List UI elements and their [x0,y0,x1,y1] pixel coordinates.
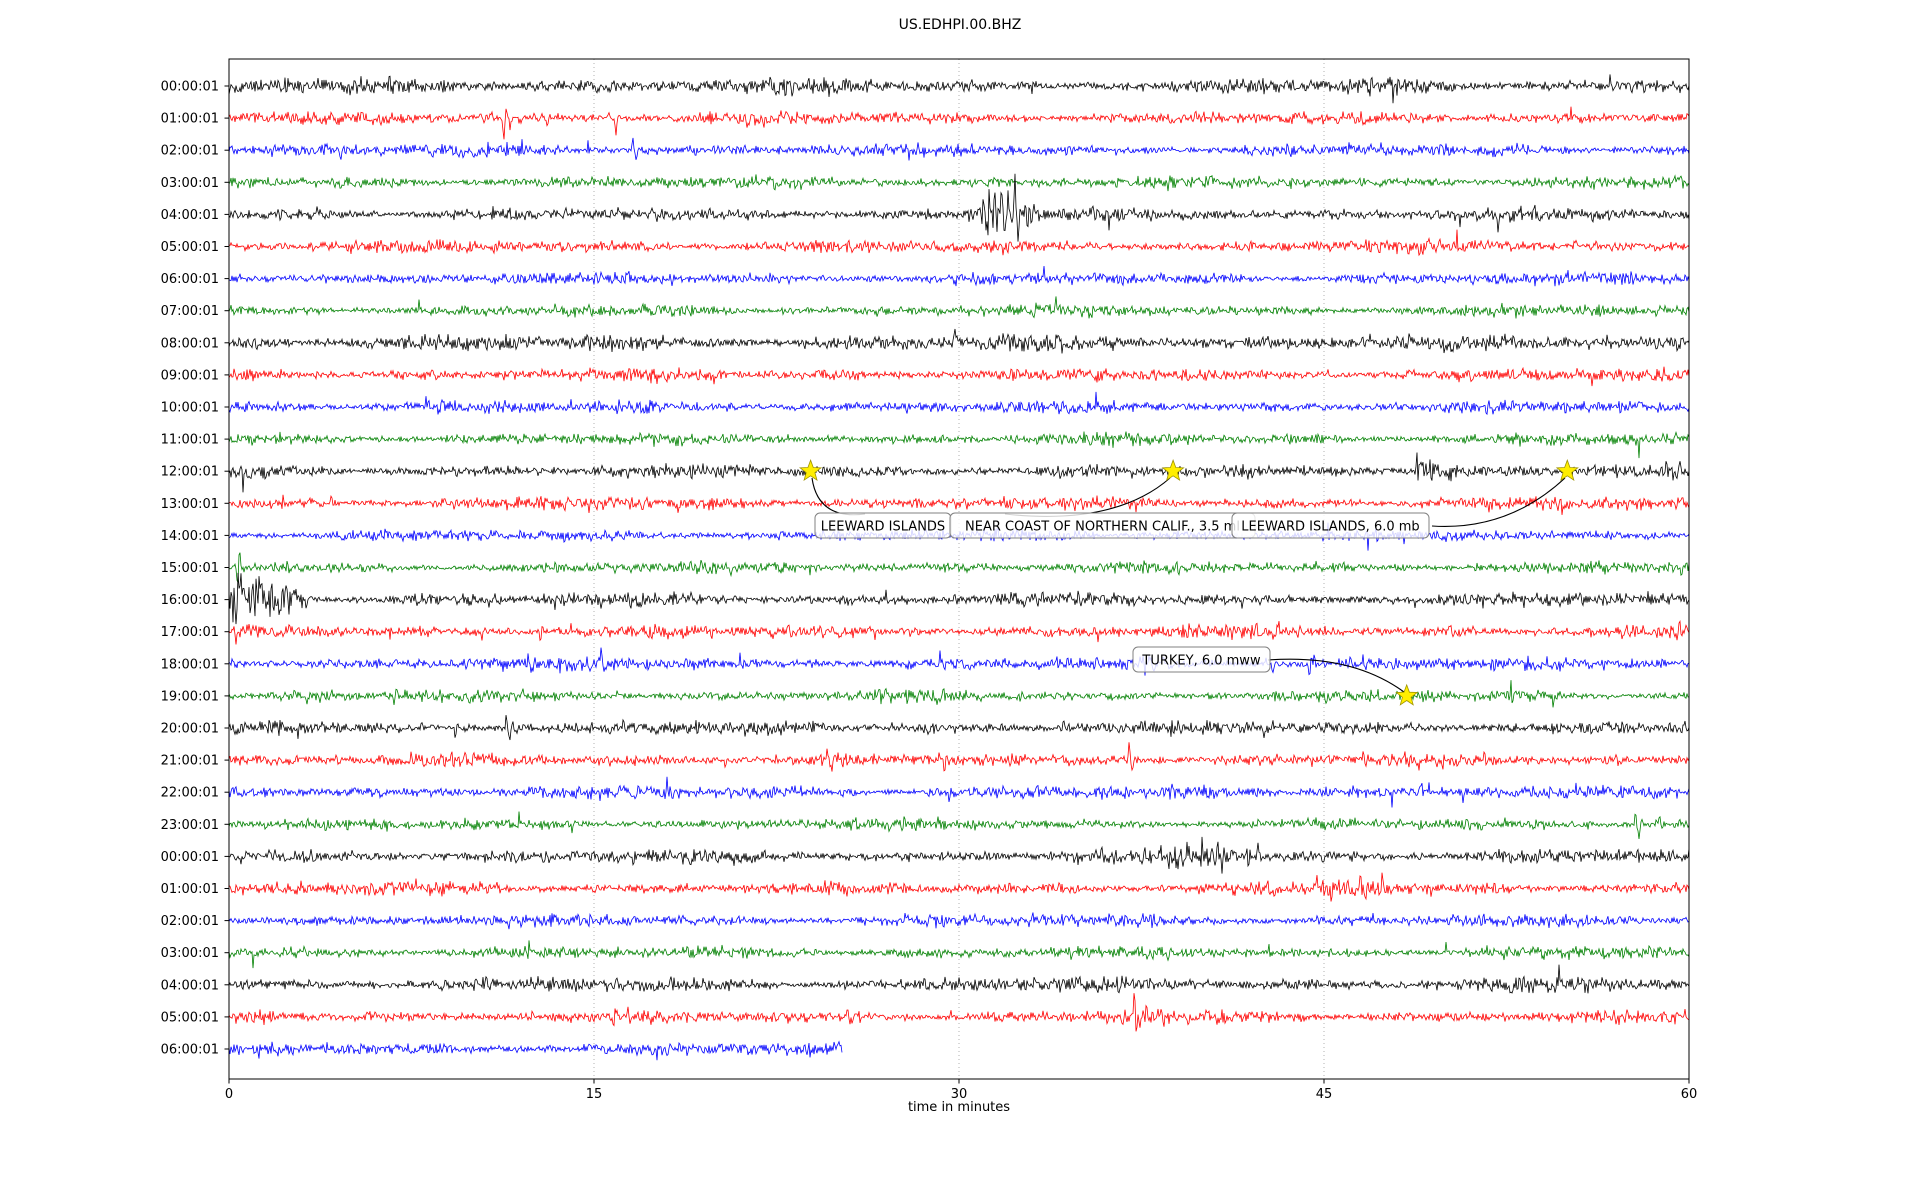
trace-row-18 [229,647,1689,676]
row-label-10: 10:00:01 [161,401,219,416]
event-star-2 [1555,459,1579,482]
trace-row-22 [229,776,1689,808]
trace-row-19 [229,680,1689,708]
row-label-14: 14:00:01 [161,529,219,544]
row-label-16: 16:00:01 [161,593,219,608]
event-star-0 [798,459,823,482]
x-axis-label: time in minutes [907,1100,1011,1115]
trace-row-26 [229,912,1689,930]
row-label-23: 23:00:01 [161,818,219,833]
trace-row-4 [229,173,1689,242]
trace-row-9 [229,366,1689,387]
annotation-leader-a1 [811,477,866,516]
trace-row-7 [229,296,1689,319]
row-label-7: 07:00:01 [161,304,219,319]
trace-row-6 [229,265,1689,287]
row-label-18: 18:00:01 [161,657,219,672]
trace-row-8 [229,328,1689,354]
row-label-12: 12:00:01 [161,465,219,480]
row-label-29: 05:00:01 [161,1010,219,1025]
trace-row-5 [229,229,1689,257]
row-label-17: 17:00:01 [161,625,219,640]
annotation-text: TURKEY, 6.0 mww [1141,654,1261,669]
row-label-8: 08:00:01 [161,336,219,351]
row-label-28: 04:00:01 [161,978,219,993]
row-label-11: 11:00:01 [161,433,219,448]
trace-row-23 [229,811,1689,840]
trace-row-24 [229,836,1689,874]
annotation-leader-a2 [1004,477,1171,517]
annotation-text: NEAR COAST OF NORTHERN CALIF., 3.5 ml [965,520,1240,535]
row-label-20: 20:00:01 [161,722,219,737]
row-label-27: 03:00:01 [161,946,219,961]
annotation-box [1231,512,1430,539]
annotation-leader-a4 [1267,658,1405,693]
trace-row-0 [229,74,1689,104]
event-star-3 [1395,683,1419,706]
event-annotation-a2: NEAR COAST OF NORTHERN CALIF., 3.5 ml [949,512,1256,539]
row-label-15: 15:00:01 [161,561,219,576]
row-label-22: 22:00:01 [161,786,219,801]
x-tick-label-0: 0 [225,1087,233,1102]
row-label-13: 13:00:01 [161,497,219,512]
row-label-26: 02:00:01 [161,914,219,929]
trace-row-27 [229,940,1689,969]
trace-row-1 [229,106,1689,140]
row-label-1: 01:00:01 [161,112,219,127]
trace-row-10 [229,391,1689,416]
annotation-leader-a3 [1431,477,1566,527]
trace-row-20 [229,715,1689,741]
row-label-9: 09:00:01 [161,368,219,383]
trace-row-15 [229,552,1689,583]
row-label-0: 00:00:01 [161,80,219,95]
trace-row-28 [229,964,1689,994]
row-label-25: 01:00:01 [161,882,219,897]
annotation-box [1132,646,1271,673]
x-tick-label-45: 45 [1316,1087,1333,1102]
row-label-6: 06:00:01 [161,272,219,287]
row-label-2: 02:00:01 [161,144,219,159]
trace-row-12 [229,452,1689,493]
row-label-19: 19:00:01 [161,689,219,704]
x-tick-label-15: 15 [586,1087,603,1102]
chart-title: US.EDHPI.00.BHZ [898,17,1022,33]
row-label-4: 04:00:01 [161,208,219,223]
event-annotation-a1: LEEWARD ISLANDS [814,512,952,539]
x-tick-label-60: 60 [1681,1087,1698,1102]
row-label-24: 00:00:01 [161,850,219,865]
event-star-1 [1161,459,1185,482]
trace-row-11 [229,431,1689,459]
trace-row-29 [229,993,1689,1032]
row-label-3: 03:00:01 [161,176,219,191]
row-label-30: 06:00:01 [161,1043,219,1058]
trace-row-13 [229,494,1689,515]
annotation-text: LEEWARD ISLANDS [821,520,945,535]
trace-row-2 [229,137,1689,161]
trace-row-3 [229,174,1689,192]
trace-row-30 [229,1040,843,1061]
annotation-text: LEEWARD ISLANDS, 6.0 mb [1241,520,1419,535]
trace-row-16 [229,572,1689,625]
trace-row-25 [229,872,1689,902]
row-label-21: 21:00:01 [161,754,219,769]
trace-row-17 [229,619,1689,645]
trace-row-21 [229,742,1689,772]
traces [229,74,1689,1061]
event-annotation-a3: LEEWARD ISLANDS, 6.0 mb [1231,512,1430,539]
row-label-5: 05:00:01 [161,240,219,255]
event-annotation-a4: TURKEY, 6.0 mww [1132,646,1271,673]
x-tick-label-30: 30 [951,1087,968,1102]
